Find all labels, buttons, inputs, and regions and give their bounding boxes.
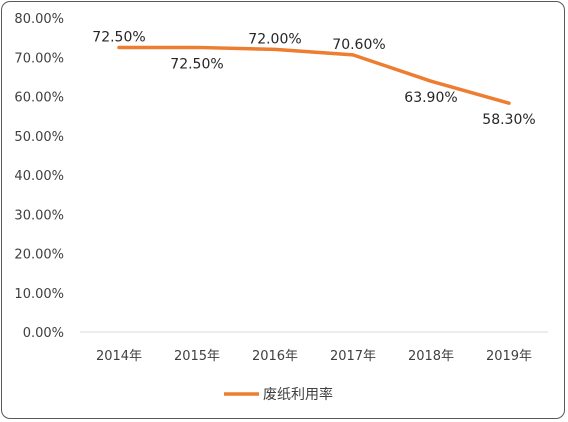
y-tick-label: 20.00%: [14, 248, 64, 263]
data-label: 72.50%: [170, 56, 223, 72]
x-tick-label: 2015年: [174, 349, 220, 364]
x-axis-ticks: 2014年 2015年 2016年 2017年 2018年 2019年: [96, 349, 532, 364]
data-label: 72.50%: [92, 29, 145, 45]
data-label: 63.90%: [404, 90, 457, 106]
series-line: [117, 45, 511, 105]
data-label: 58.30%: [482, 112, 535, 128]
y-tick-label: 60.00%: [14, 91, 64, 106]
data-labels: 72.50% 72.50% 72.00% 70.60% 63.90% 58.30%: [92, 29, 535, 128]
x-tick-label: 2016年: [252, 349, 298, 364]
x-tick-label: 2018年: [408, 349, 454, 364]
x-tick-label: 2014年: [96, 349, 142, 364]
y-tick-label: 40.00%: [14, 169, 64, 184]
data-label: 70.60%: [332, 37, 385, 53]
x-tick-label: 2017年: [330, 349, 376, 364]
y-tick-label: 30.00%: [14, 208, 64, 223]
y-tick-label: 80.00%: [14, 12, 64, 27]
y-axis-ticks: 0.00% 10.00% 20.00% 30.00% 40.00% 50.00% 60.00…: [14, 12, 64, 341]
y-tick-label: 0.00%: [23, 326, 64, 341]
legend: 废纸利用率: [224, 386, 333, 403]
x-tick-label: 2019年: [486, 349, 532, 364]
y-tick-label: 70.00%: [14, 51, 64, 66]
y-tick-label: 50.00%: [14, 130, 64, 145]
series-group: [117, 45, 511, 105]
data-label: 72.00%: [248, 31, 301, 47]
y-tick-label: 10.00%: [14, 287, 64, 302]
legend-label: 废纸利用率: [263, 386, 333, 403]
